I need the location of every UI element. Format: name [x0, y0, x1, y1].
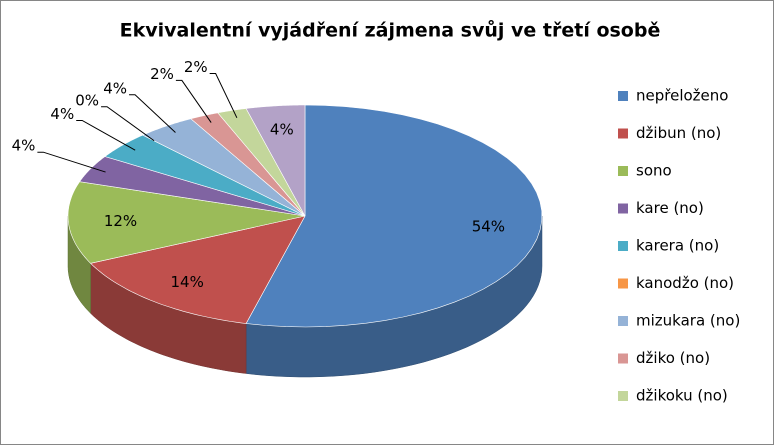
- data-label: 14%: [170, 273, 203, 291]
- data-label: 4%: [50, 105, 74, 123]
- data-label: 4%: [12, 137, 36, 155]
- pie-slice: [104, 134, 306, 217]
- legend-label: mizukara (no): [636, 312, 740, 330]
- legend-label: džibun (no): [636, 124, 721, 142]
- data-label: 4%: [270, 121, 294, 139]
- legend-swatch: [618, 353, 628, 364]
- data-label: 0%: [75, 91, 99, 109]
- pie-slice: [245, 104, 543, 328]
- legend-label: džiko (no): [636, 349, 710, 367]
- legend-swatch: [618, 316, 628, 326]
- pie-slice: [245, 104, 306, 217]
- legend-swatch: [618, 391, 628, 401]
- legend-swatch: [618, 203, 628, 214]
- legend-label: džikoku (no): [636, 387, 728, 405]
- legend-swatch: [618, 241, 628, 251]
- legend-swatch: [618, 91, 628, 101]
- chart-title: Ekvivalentní vyjádření zájmena svůj ve t…: [120, 19, 661, 42]
- legend-label: kanodžo (no): [636, 274, 734, 292]
- legend-label: karera (no): [636, 237, 719, 255]
- legend-swatch: [618, 278, 628, 289]
- legend-swatch: [618, 128, 628, 139]
- pie-slice: [67, 181, 306, 264]
- pie-slice: [90, 215, 306, 324]
- pie-slice: [217, 108, 306, 217]
- leader-line: [101, 106, 155, 142]
- pie-slice: [79, 156, 306, 217]
- leader-line: [76, 119, 136, 151]
- leader-line: [37, 151, 106, 173]
- pie-slice: [142, 118, 306, 217]
- legend-label: nepřeloženo: [636, 87, 728, 105]
- legend-label: sono: [636, 162, 672, 180]
- data-label: 54%: [472, 217, 505, 235]
- data-label: 2%: [150, 65, 174, 83]
- data-label: 2%: [184, 58, 208, 76]
- legend-swatch: [618, 166, 628, 176]
- leader-line: [129, 94, 176, 133]
- pie-slice: [190, 112, 306, 217]
- data-label: 4%: [103, 79, 127, 97]
- leader-line: [175, 79, 212, 123]
- legend-label: kare (no): [636, 199, 704, 217]
- data-label: 12%: [104, 212, 137, 230]
- leader-line: [209, 72, 238, 119]
